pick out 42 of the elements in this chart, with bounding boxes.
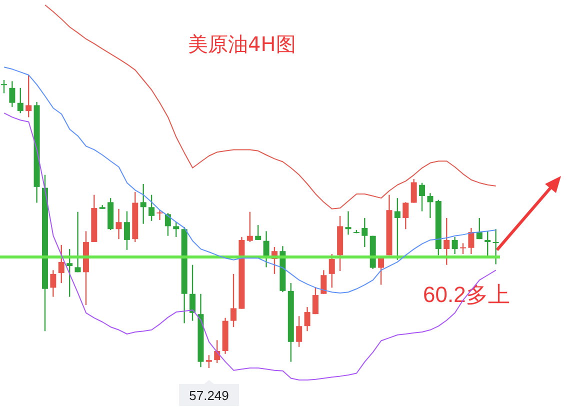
candlestick xyxy=(230,273,237,328)
candlestick xyxy=(444,217,450,266)
candlestick xyxy=(410,178,417,204)
candlestick xyxy=(164,212,171,236)
text: 57.249 xyxy=(189,388,229,403)
candlestick xyxy=(74,211,81,273)
candlestick xyxy=(468,227,474,255)
candlestick xyxy=(312,286,318,315)
candlestick xyxy=(320,270,327,294)
candlestick xyxy=(190,264,196,322)
candlestick xyxy=(1,79,7,94)
candlestick xyxy=(173,221,180,238)
chart-title: 美原油4H图 xyxy=(188,32,296,56)
candlestick xyxy=(460,242,466,255)
candlestick xyxy=(492,228,499,265)
candlestick xyxy=(116,208,122,240)
candlestick xyxy=(148,194,155,222)
ref-line-label: 60.2多上 xyxy=(423,282,510,307)
candlestick xyxy=(26,74,32,118)
candlestick xyxy=(427,192,434,219)
candlestick xyxy=(378,258,384,286)
candlestick xyxy=(476,217,482,240)
candlestick xyxy=(206,354,212,369)
candlestick xyxy=(50,270,56,298)
candlestick xyxy=(328,253,335,288)
candlestick xyxy=(58,244,64,284)
candlestick xyxy=(124,210,130,251)
candlestick xyxy=(140,183,146,224)
candlestick xyxy=(296,316,302,348)
candlestick xyxy=(255,224,262,241)
candlestick xyxy=(394,197,400,260)
candlestick xyxy=(419,182,426,212)
candlestick xyxy=(452,236,458,255)
candlestick xyxy=(362,217,368,248)
candlestick xyxy=(17,87,24,114)
candlestick xyxy=(156,209,163,221)
candlestick xyxy=(246,211,253,243)
candlestick xyxy=(345,210,352,236)
candlestick xyxy=(304,306,310,332)
candlestick xyxy=(402,202,409,230)
candlestick xyxy=(66,248,73,298)
candlestick xyxy=(9,80,16,108)
